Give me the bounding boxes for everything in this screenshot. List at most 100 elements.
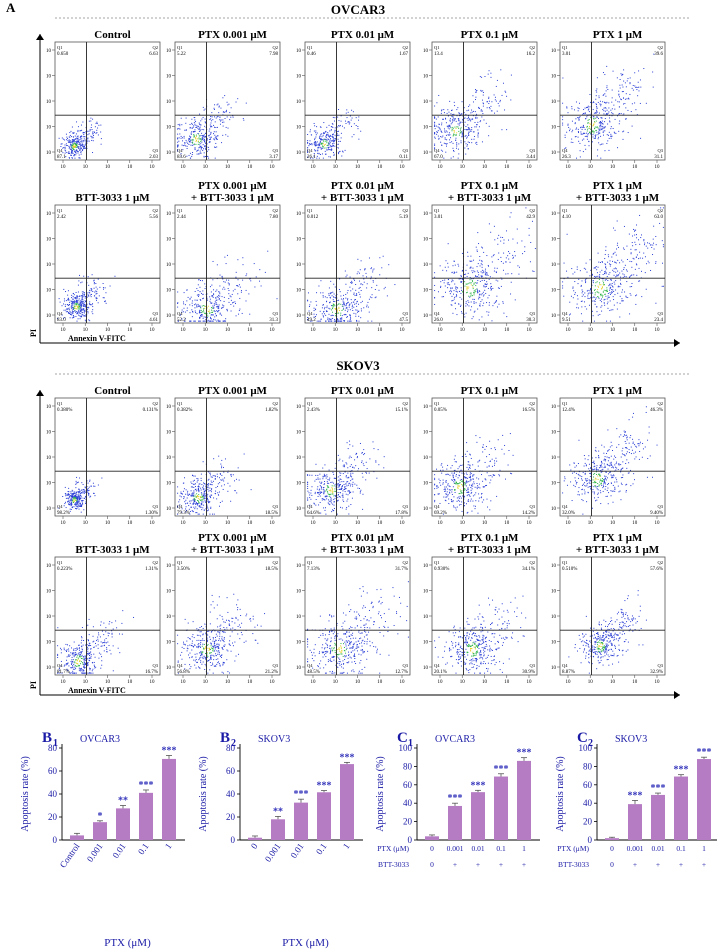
flow-event-dot: [325, 475, 327, 477]
flow-event-dot: [186, 307, 188, 309]
flow-event-dot: [205, 501, 207, 503]
flow-event-dot: [203, 485, 205, 487]
flow-event-dot: [474, 126, 476, 128]
flow-event-dot: [576, 268, 578, 270]
flow-event-dot: [109, 285, 111, 287]
flow-event-dot: [188, 493, 190, 495]
flow-event-dot: [364, 268, 366, 270]
flow-event-dot: [588, 145, 590, 147]
flow-event-dot: [582, 294, 584, 296]
flow-event-dot: [591, 274, 593, 276]
flow-event-dot: [447, 266, 449, 268]
flow-event-dot: [471, 142, 473, 144]
flow-event-dot: [462, 290, 464, 292]
flow-event-dot: [71, 489, 73, 491]
x-tick-label: 10: [127, 328, 133, 333]
flow-event-dot: [485, 272, 487, 274]
flow-event-dot: [508, 239, 510, 241]
flow-event-dot: [434, 136, 436, 138]
flow-event-dot: [597, 296, 599, 298]
flow-event-dot: [341, 315, 343, 317]
flow-event-dot: [584, 292, 586, 294]
flow-event-dot: [596, 105, 598, 107]
flow-event-dot: [478, 107, 480, 109]
flow-event-dot: [443, 142, 445, 144]
flow-event-dot: [76, 311, 78, 313]
flow-event-dot: [601, 298, 603, 300]
flow-event-dot: [94, 495, 96, 497]
flow-event-dot: [643, 244, 645, 246]
flow-event-dot: [309, 140, 311, 142]
flow-plot-title: PTX 0.01 μM: [331, 180, 395, 192]
flow-event-dot: [352, 288, 354, 290]
flow-event-dot: [94, 291, 96, 293]
flow-event-dot: [452, 265, 454, 267]
flow-event-dot: [495, 100, 497, 102]
flow-event-dot: [209, 298, 211, 300]
flow-event-dot: [321, 313, 323, 315]
flow-event-dot: [356, 293, 358, 295]
flow-event-dot: [452, 128, 454, 130]
flow-event-dot: [75, 154, 77, 156]
flow-event-dot: [77, 312, 79, 314]
flow-event-dot: [333, 509, 335, 511]
flow-event-dot: [638, 267, 640, 269]
flow-event-dot: [478, 294, 480, 296]
flow-event-dot: [195, 140, 197, 142]
flow-event-dot: [607, 292, 609, 294]
flow-event-dot: [84, 486, 86, 488]
flow-event-dot: [222, 278, 224, 280]
flow-event-dot: [240, 290, 242, 292]
flow-event-dot: [591, 130, 593, 132]
flow-event-dot: [67, 308, 69, 310]
flow-event-dot: [601, 301, 603, 303]
flow-event-dot: [348, 505, 350, 507]
flow-event-dot: [219, 482, 221, 484]
flow-event-dot: [497, 237, 499, 239]
flow-event-dot: [337, 500, 339, 502]
flow-event-dot: [532, 270, 534, 272]
flow-event-dot: [325, 140, 327, 142]
flow-event-dot: [333, 140, 335, 142]
flow-event-dot: [456, 115, 458, 117]
flow-event-dot: [488, 106, 490, 108]
flow-event-dot: [475, 116, 477, 118]
flow-event-dot: [345, 122, 347, 124]
flow-event-dot: [69, 132, 71, 134]
flow-event-dot: [623, 97, 625, 99]
flow-event-dot: [481, 275, 483, 277]
flow-event-dot: [603, 278, 605, 280]
flow-event-dot: [200, 489, 202, 491]
flow-event-dot: [276, 298, 278, 300]
y-tick-label: 10: [46, 456, 52, 461]
flow-event-dot: [237, 467, 239, 469]
flow-event-dot: [191, 127, 193, 129]
flow-event-dot: [80, 504, 82, 506]
quadrant-q1-value: 2.42: [57, 215, 66, 220]
flow-event-dot: [598, 142, 600, 144]
flow-event-dot: [472, 285, 474, 287]
flow-event-dot: [185, 506, 187, 508]
flow-event-dot: [69, 140, 71, 142]
flow-event-dot: [441, 122, 443, 124]
flow-event-dot: [497, 243, 499, 245]
flow-event-dot: [472, 95, 474, 97]
quadrant-q3-value: 30.3: [526, 318, 535, 323]
flow-event-dot: [218, 494, 220, 496]
flow-event-dot: [212, 279, 214, 281]
flow-event-dot: [246, 273, 248, 275]
flow-event-dot: [631, 266, 633, 268]
flow-event-dot: [200, 312, 202, 314]
flow-event-dot: [76, 141, 78, 143]
flow-event-dot: [478, 298, 480, 300]
flow-event-dot: [325, 138, 327, 140]
flow-plot-title: + BTT-3033 1 μM: [576, 192, 660, 204]
flow-event-dot: [488, 97, 490, 99]
flow-event-dot: [93, 283, 95, 285]
flow-event-dot: [68, 157, 70, 159]
flow-event-dot: [503, 312, 505, 314]
flow-event-dot: [190, 506, 192, 508]
flow-event-dot: [307, 149, 309, 151]
flow-event-dot: [318, 157, 320, 159]
flow-event-dot: [187, 296, 189, 298]
